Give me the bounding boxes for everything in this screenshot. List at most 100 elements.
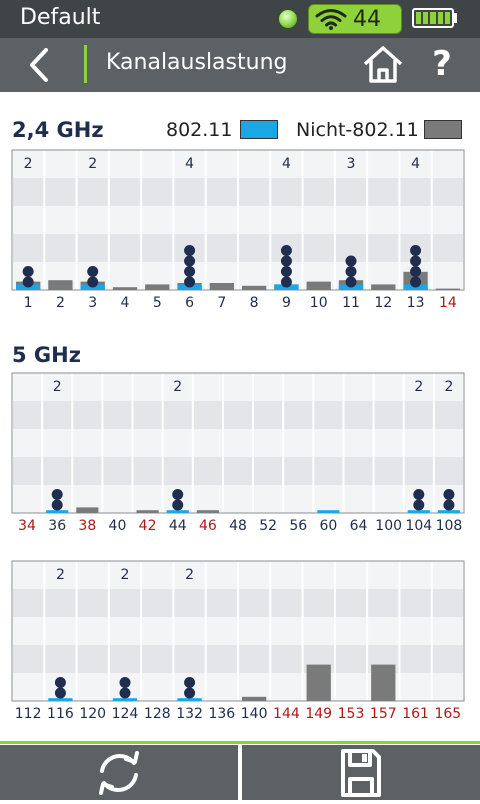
- channel-label: 12: [374, 295, 392, 311]
- non-wifi-bar: [242, 285, 267, 290]
- channel-label: 34: [18, 518, 36, 534]
- channel-label: 9: [282, 295, 291, 311]
- profile-name: Default: [20, 5, 101, 30]
- ap-dot: [51, 499, 63, 511]
- save-button[interactable]: [242, 745, 480, 800]
- channel-label: 42: [139, 518, 157, 534]
- save-icon: [341, 749, 381, 797]
- chart-band-stripe: [12, 429, 464, 457]
- ap-count-label: 2: [444, 379, 453, 395]
- channel-label: 116: [47, 706, 74, 722]
- channel-label: 2: [56, 295, 65, 311]
- ap-count-label: 4: [411, 156, 420, 172]
- ap-dot: [51, 489, 63, 500]
- channel-label: 13: [407, 295, 425, 311]
- battery-icon: [412, 8, 454, 28]
- channel-label: 112: [15, 706, 42, 722]
- channel-label: 132: [176, 706, 203, 722]
- ap-dot: [410, 245, 422, 256]
- ap-dot: [119, 677, 131, 688]
- channel-label: 124: [112, 706, 139, 722]
- non-wifi-bar: [306, 664, 331, 701]
- ap-count-label: 2: [53, 379, 62, 395]
- help-button[interactable]: ?: [432, 44, 452, 84]
- chart-frame: [11, 372, 465, 514]
- channel-label: 165: [434, 706, 461, 722]
- chart-band-stripe: [12, 457, 464, 485]
- non-wifi-bar: [371, 284, 396, 290]
- wifi-bar: [317, 510, 340, 513]
- ap-dot: [22, 276, 34, 288]
- non-wifi-bar: [196, 510, 219, 513]
- channel-label: 56: [289, 518, 307, 534]
- ap-dot: [345, 266, 357, 277]
- channel-label: 38: [78, 518, 96, 534]
- ap-count-label: 4: [185, 156, 194, 172]
- channel-label: 144: [273, 706, 300, 722]
- channel-label: 14: [439, 295, 457, 311]
- channel-label: 10: [310, 295, 328, 311]
- ap-dot: [184, 245, 196, 256]
- back-button[interactable]: [20, 46, 60, 84]
- ap-count-label: 2: [414, 379, 423, 395]
- wifi-bar: [46, 510, 69, 513]
- channel-label: 46: [199, 518, 217, 534]
- wifi-indicator: 44: [308, 4, 402, 34]
- battery-tip: [454, 13, 457, 23]
- ap-dot: [280, 245, 292, 256]
- non-wifi-bar: [371, 664, 396, 701]
- ap-dot: [54, 677, 66, 688]
- non-wifi-bar: [209, 283, 234, 290]
- chevron-left-icon: [30, 48, 48, 82]
- wifi-bar: [166, 510, 189, 513]
- wifi-bar: [48, 698, 73, 701]
- non-wifi-bar: [48, 280, 73, 290]
- ap-dot: [172, 499, 184, 511]
- channel-label: 48: [229, 518, 247, 534]
- channel-label: 104: [405, 518, 432, 534]
- channel-label: 149: [305, 706, 332, 722]
- channel-label: 4: [121, 295, 130, 311]
- wifi-bar: [437, 510, 460, 513]
- home-button[interactable]: [362, 44, 404, 84]
- ap-dot: [184, 677, 196, 688]
- refresh-icon: [99, 751, 139, 795]
- channel-label: 7: [217, 295, 226, 311]
- channel-label: 52: [259, 518, 277, 534]
- ap-dot: [87, 276, 99, 288]
- channel-label: 100: [375, 518, 402, 534]
- ap-count-label: 2: [185, 567, 194, 583]
- ap-dot: [410, 266, 422, 277]
- ap-dot: [443, 489, 455, 500]
- non-wifi-bar: [76, 507, 99, 513]
- ap-dot: [443, 499, 455, 511]
- wifi-bar: [407, 510, 430, 513]
- channel-label: 136: [208, 706, 235, 722]
- channel-label: 5: [153, 295, 162, 311]
- band-24-title: 2,4 GHz: [12, 118, 104, 142]
- ap-dot: [413, 499, 425, 511]
- channel-label: 60: [319, 518, 337, 534]
- channel-label: 6: [185, 295, 194, 311]
- channel-label: 120: [79, 706, 106, 722]
- ap-dot: [172, 489, 184, 500]
- refresh-button[interactable]: [0, 745, 238, 800]
- channel-label: 108: [436, 518, 463, 534]
- non-wifi-bar: [242, 696, 267, 701]
- non-wifi-bar: [112, 287, 138, 290]
- channel-label: 3: [88, 295, 97, 311]
- ap-dot: [22, 266, 34, 277]
- non-wifi-bar: [435, 288, 460, 290]
- channel-label: 140: [241, 706, 268, 722]
- legend-non-wifi-swatch: [424, 120, 462, 139]
- ap-dot: [280, 266, 292, 277]
- channel-label: 157: [370, 706, 397, 722]
- ap-dot: [280, 255, 292, 267]
- chart-frame: [11, 149, 465, 291]
- ap-dot: [410, 255, 422, 267]
- ap-dot: [345, 255, 357, 267]
- channel-label: 11: [342, 295, 360, 311]
- ap-dot: [413, 489, 425, 500]
- non-wifi-bar: [136, 510, 159, 513]
- channel-label: 8: [250, 295, 259, 311]
